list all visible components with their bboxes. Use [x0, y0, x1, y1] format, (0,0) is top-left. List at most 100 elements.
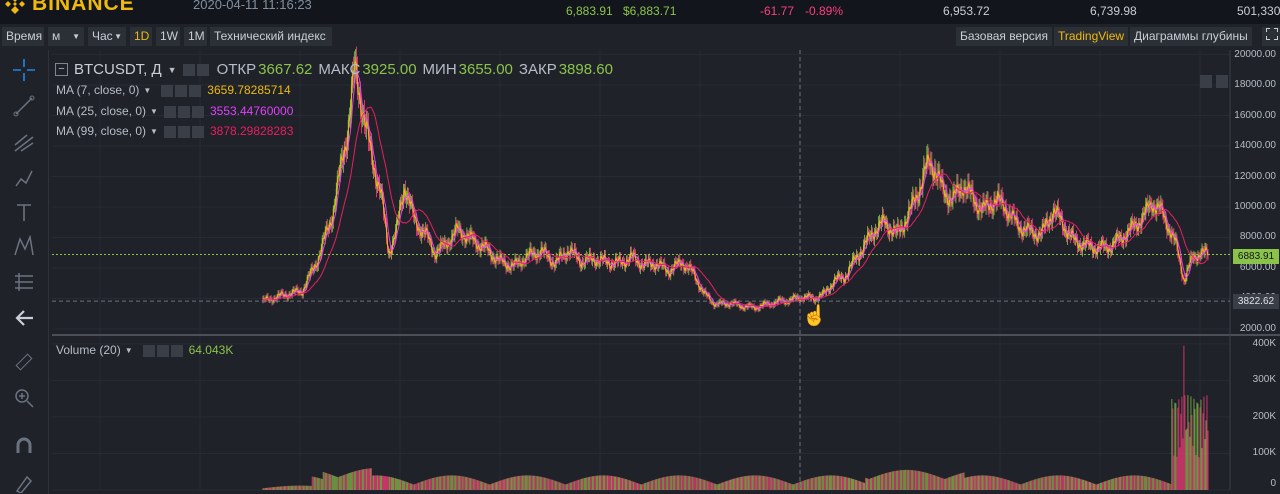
collapse-legend-icon[interactable]: −: [55, 63, 68, 76]
volume-bar: [1080, 479, 1082, 490]
ma7-legend[interactable]: MA (7, close, 0) ▼ 3659.78285714: [56, 83, 291, 97]
volume-bar: [860, 481, 862, 490]
volume-bar: [522, 475, 524, 490]
volume-bar: [430, 478, 432, 490]
crosshair-icon[interactable]: [12, 58, 36, 82]
volume-bar: [439, 476, 441, 490]
volume-bar: [560, 482, 562, 490]
volume-bar: [964, 477, 966, 490]
volume-bar: [693, 477, 695, 490]
volume-bar: [1200, 399, 1202, 490]
binance-logo[interactable]: BINANCE: [4, 0, 135, 16]
volume-bar: [831, 475, 833, 490]
volume-bar: [460, 476, 462, 490]
volume-bar: [912, 470, 914, 490]
interval-1d-button[interactable]: 1D: [130, 27, 152, 46]
caret-down-icon[interactable]: ▼: [143, 85, 152, 95]
ma-settings-icons[interactable]: [163, 124, 206, 138]
legend-settings-icons[interactable]: [182, 61, 211, 78]
volume-bar: [970, 476, 972, 490]
volume-bar: [1041, 477, 1043, 490]
volume-bar: [726, 480, 728, 490]
interval-1w-button[interactable]: 1W: [156, 27, 180, 46]
volume-bar: [456, 475, 458, 490]
volume-bar: [660, 477, 662, 490]
volume-bar: [755, 475, 757, 490]
volume-bar: [1151, 477, 1153, 490]
volume-bar: [719, 483, 721, 490]
candle-body: [977, 213, 979, 215]
volume-bar: [270, 487, 272, 490]
volume-bar: [585, 477, 587, 490]
fullscreen-icon[interactable]: [1262, 27, 1280, 46]
volume-bar: [1031, 480, 1033, 490]
volume-bar: [1081, 479, 1083, 490]
caret-down-icon[interactable]: ▼: [124, 345, 133, 355]
magnet-icon[interactable]: [12, 434, 36, 458]
volume-bar: [443, 475, 445, 490]
price-tick-label: 8000.00: [1239, 231, 1276, 243]
caret-down-icon[interactable]: ▼: [150, 106, 158, 116]
volume-bar: [335, 476, 337, 490]
ruler-icon[interactable]: [12, 350, 36, 374]
volume-bar: [573, 481, 575, 490]
volume-bar: [1150, 477, 1152, 490]
volume-bar: [1121, 476, 1123, 490]
base-version-button[interactable]: Базовая версия: [956, 27, 1052, 46]
volume-bar: [532, 475, 534, 490]
volume-bar: [978, 475, 980, 490]
interval-1m-button[interactable]: 1M: [184, 27, 207, 46]
ma-settings-icons[interactable]: [163, 104, 206, 118]
volume-bar: [725, 481, 727, 490]
volume-settings-icons[interactable]: [142, 343, 185, 357]
volume-bar: [485, 483, 487, 490]
volume-bar: [874, 476, 876, 490]
ma-settings-icons[interactable]: [161, 83, 203, 97]
volume-bar: [292, 485, 294, 490]
volume-bar: [625, 478, 627, 490]
volume-bar: [434, 477, 436, 490]
brush-icon[interactable]: [12, 166, 36, 190]
back-arrow-icon[interactable]: [12, 306, 36, 330]
ma99-legend[interactable]: MA (99, close, 0) ▼ 3878.29828283: [56, 124, 293, 138]
volume-bar: [516, 476, 518, 490]
technical-index-button[interactable]: Технический индекс: [210, 27, 332, 46]
zoom-in-icon[interactable]: [12, 386, 36, 410]
volume-bar: [542, 477, 544, 490]
volume-legend[interactable]: Volume (20) ▼ 64.043K: [56, 343, 233, 357]
fork-lines-icon[interactable]: [12, 130, 36, 154]
volume-bar: [974, 475, 976, 490]
volume-bar: [756, 475, 758, 490]
text-tool-icon[interactable]: [12, 200, 36, 224]
hour-interval-dropdown[interactable]: Час ▼: [88, 27, 126, 46]
symbol-name[interactable]: BTCUSDT, Д: [74, 61, 162, 78]
volume-bar: [856, 480, 858, 490]
prediction-tools-icon[interactable]: [12, 270, 36, 294]
caret-down-icon[interactable]: ▼: [150, 126, 158, 136]
ma25-legend[interactable]: MA (25, close, 0) ▼ 3553.44760000: [56, 104, 293, 118]
lock-drawings-icon[interactable]: [12, 470, 36, 494]
pattern-icon[interactable]: [12, 234, 36, 258]
volume-bar: [1170, 483, 1172, 490]
volume-bar: [768, 476, 770, 490]
volume-bar: [398, 479, 400, 490]
trend-line-icon[interactable]: [12, 94, 36, 118]
volume-bar: [346, 473, 348, 490]
volume-bar: [811, 477, 813, 490]
volume-bar: [977, 475, 979, 490]
volume-bar: [599, 475, 601, 490]
volume-bar: [1190, 396, 1192, 490]
caret-down-icon[interactable]: ▼: [167, 64, 177, 75]
volume-bar: [858, 480, 860, 490]
volume-bar: [1065, 475, 1067, 490]
volume-bar: [578, 479, 580, 490]
minute-interval-dropdown[interactable]: м ▼: [48, 27, 84, 46]
volume-bar: [885, 473, 887, 490]
volume-bar: [948, 477, 950, 490]
price-axes: [52, 50, 1280, 490]
tradingview-button[interactable]: TradingView: [1054, 27, 1128, 46]
volume-bar: [927, 473, 929, 490]
volume-bar: [375, 475, 377, 490]
depth-chart-button[interactable]: Диаграммы глубины: [1130, 27, 1252, 46]
